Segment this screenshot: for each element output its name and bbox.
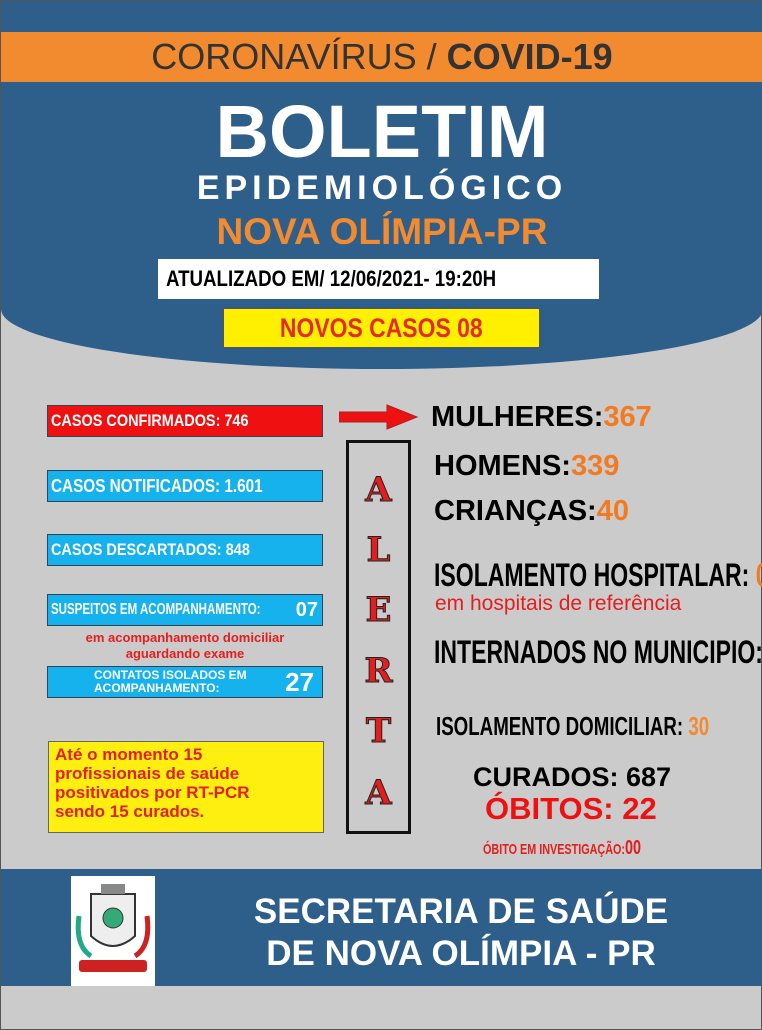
home-label: ISOLAMENTO DOMICILIAR: <box>436 711 689 741</box>
professionals-line: Até o momento 15 <box>55 745 203 764</box>
suspects-note-2: aguardando exame <box>125 646 245 661</box>
alert-letter: T <box>365 711 392 752</box>
hospital-label: ISOLAMENTO HOSPITALAR: <box>434 557 756 593</box>
alert-letter: L <box>366 530 391 571</box>
suspects-label: SUSPEITOS EM ACOMPANHAMENTO: <box>51 601 261 618</box>
footer-line-1: SECRETARIA DE SAÚDE <box>253 892 669 931</box>
subtitle: EPIDEMIOLÓGICO <box>196 169 568 207</box>
alert-letter: A <box>365 470 392 511</box>
arrow-right-icon <box>339 404 419 430</box>
women-count: MULHERES:367 <box>431 401 652 434</box>
home-value: 30 <box>688 711 710 741</box>
suspects-note-1: em acompanhamento domiciliar <box>85 630 285 645</box>
footer-text: SECRETARIA DE SAÚDE DE NOVA OLÍMPIA - PR <box>201 891 721 975</box>
footer-line-2: DE NOVA OLÍMPIA - PR <box>266 934 656 973</box>
hospital-isolation: ISOLAMENTO HOSPITALAR: 04 <box>434 557 762 594</box>
suspects-value: 07 <box>295 599 318 621</box>
children-count: CRIANÇAS:40 <box>434 495 629 528</box>
contacts-line-1: CONTATOS ISOLADOS EM <box>94 668 247 682</box>
professionals-line: profissionais de saúde <box>55 764 240 783</box>
interned-count: INTERNADOS NO MUNICIPIO: 03 <box>434 634 762 671</box>
women-label: MULHERES: <box>431 401 604 433</box>
alert-letter: R <box>364 651 393 692</box>
municipal-logo <box>71 876 155 986</box>
confirmed-box: CASOS CONFIRMADOS: 746 <box>47 405 323 437</box>
new-cases-badge: NOVOS CASOS 08 <box>223 308 540 348</box>
banner-bold: COVID-19 <box>446 36 613 77</box>
children-value: 40 <box>596 495 629 527</box>
hospital-note: em hospitais de referência <box>435 592 682 615</box>
alert-column: A L E R T A <box>346 440 411 834</box>
children-label: CRIANÇAS: <box>434 495 597 527</box>
title: BOLETIM <box>215 90 549 173</box>
cured-count: CURADOS: 687 <box>473 762 672 792</box>
contacts-line-2: ACOMPANHAMENTO: <box>94 681 220 695</box>
top-banner: CORONAVÍRUS / COVID-19 <box>1 32 762 82</box>
deaths-investigation: ÓBITO EM INVESTIGAÇÃO:00 <box>483 837 702 860</box>
suspects-note: em acompanhamento domiciliar aguardando e… <box>47 630 323 662</box>
city: NOVA OLÍMPIA-PR <box>216 211 548 252</box>
notified-box: CASOS NOTIFICADOS: 1.601 <box>47 470 323 502</box>
men-label: HOMENS: <box>434 450 571 482</box>
professionals-line: positivados por RT-PCR <box>55 783 250 802</box>
hospital-value: 04 <box>756 557 762 593</box>
alert-letter: A <box>365 773 392 814</box>
investigation-value: 00 <box>625 837 642 859</box>
investigation-label: ÓBITO EM INVESTIGAÇÃO: <box>483 841 626 858</box>
professionals-note: Até o momento 15 profissionais de saúde … <box>48 741 324 833</box>
notified-text: CASOS NOTIFICADOS: 1.601 <box>51 476 263 496</box>
banner-prefix: CORONAVÍRUS / <box>151 36 447 77</box>
professionals-line: sendo 15 curados. <box>55 802 205 821</box>
discarded-text: CASOS DESCARTADOS: 848 <box>51 540 250 559</box>
deaths-count: ÓBITOS: 22 <box>485 791 657 826</box>
men-count: HOMENS:339 <box>434 450 619 483</box>
men-value: 339 <box>570 450 620 482</box>
contacts-value: 27 <box>285 667 314 697</box>
women-value: 367 <box>603 401 652 433</box>
discarded-box: CASOS DESCARTADOS: 848 <box>47 534 323 566</box>
coat-of-arms-icon <box>75 884 151 972</box>
interned-label: INTERNADOS NO MUNICIPIO: <box>434 634 762 670</box>
suspects-box: SUSPEITOS EM ACOMPANHAMENTO: 07 <box>47 594 323 626</box>
alert-letter: E <box>365 590 392 631</box>
contacts-box: CONTATOS ISOLADOS EM ACOMPANHAMENTO: 27 <box>47 666 323 698</box>
updated-text: ATUALIZADO EM/ 12/06/2021- 19:20H <box>166 266 497 291</box>
home-isolation: ISOLAMENTO DOMICILIAR: 30 <box>436 711 762 742</box>
new-cases-text: NOVOS CASOS 08 <box>280 313 483 343</box>
updated-date: ATUALIZADO EM/ 12/06/2021- 19:20H <box>158 259 599 299</box>
confirmed-text: CASOS CONFIRMADOS: 746 <box>51 411 249 430</box>
